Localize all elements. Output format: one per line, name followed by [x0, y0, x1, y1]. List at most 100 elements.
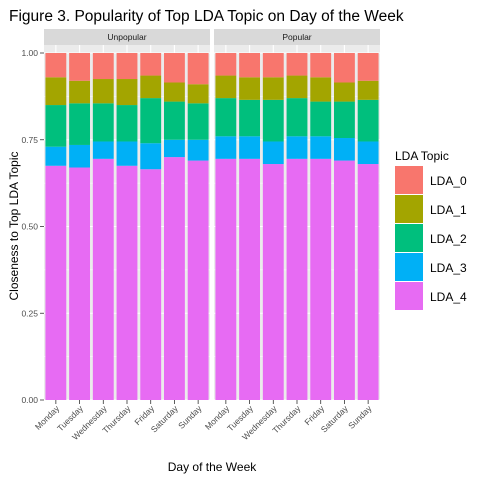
bar-segment-lda-2: [286, 98, 308, 137]
bar-segment-lda-1: [69, 80, 91, 104]
legend: LDA Topic LDA_0 LDA_1 LDA_2 LDA_3 LDA_4: [395, 149, 467, 310]
bar-segment-lda-4: [286, 158, 308, 400]
bar-segment-lda-1: [310, 77, 332, 102]
bar-segment-lda-0: [116, 53, 138, 80]
legend-swatch-lda-0: [395, 166, 423, 194]
bar-segment-lda-2: [69, 103, 91, 145]
x-tick-label: Saturday: [149, 403, 181, 435]
bar-segment-lda-3: [239, 136, 261, 159]
bar-segment-lda-1: [215, 75, 237, 99]
bar-segment-lda-3: [286, 136, 308, 159]
bar-segment-lda-0: [69, 53, 91, 81]
bar-segment-lda-2: [215, 98, 237, 137]
bar-segment-lda-0: [140, 53, 162, 76]
bar-segment-lda-4: [140, 169, 162, 400]
bar-segment-lda-2: [310, 101, 332, 137]
legend-title: LDA Topic: [395, 149, 449, 163]
bar-segment-lda-3: [92, 141, 114, 159]
bar-segment-lda-2: [45, 105, 67, 147]
bar-segment-lda-3: [187, 139, 209, 161]
bar-segment-lda-2: [357, 99, 379, 142]
bar-segment-lda-4: [92, 158, 114, 400]
y-tick-label: 0.50: [21, 222, 38, 232]
legend-swatch-lda-3: [395, 253, 423, 281]
bar-segment-lda-4: [116, 165, 138, 400]
bar-segment-lda-2: [116, 105, 138, 142]
legend-label: LDA_3: [430, 261, 467, 275]
bar-segment-lda-3: [140, 143, 162, 170]
bar-segment-lda-4: [163, 157, 185, 400]
bar-segment-lda-1: [140, 75, 162, 99]
bar-segment-lda-4: [187, 160, 209, 400]
bar-segment-lda-4: [45, 165, 67, 400]
bar-segment-lda-2: [239, 99, 261, 137]
bar-segment-lda-0: [215, 53, 237, 76]
bar-segment-lda-4: [310, 158, 332, 400]
bar-segment-lda-0: [310, 53, 332, 78]
bar-segment-lda-2: [92, 103, 114, 142]
bar-segment-lda-0: [333, 53, 355, 83]
bar-segment-lda-4: [215, 158, 237, 400]
legend-swatch-lda-4: [395, 282, 423, 310]
legend-label: LDA_2: [430, 232, 467, 246]
bar-segment-lda-3: [333, 138, 355, 161]
bar-segment-lda-0: [163, 53, 185, 83]
y-axis: 0.00 0.25 0.50 0.75 1.00: [21, 48, 44, 405]
bar-segment-lda-0: [45, 53, 67, 78]
bar-segment-lda-4: [239, 158, 261, 400]
y-tick-label: 0.00: [21, 395, 38, 405]
bar-segment-lda-4: [262, 164, 284, 400]
legend-swatch-lda-1: [395, 195, 423, 223]
x-axis-title: Day of the Week: [168, 460, 257, 474]
bar-segment-lda-0: [286, 53, 308, 76]
legend-label: LDA_1: [430, 203, 467, 217]
y-tick-label: 0.75: [21, 135, 38, 145]
bar-segment-lda-3: [45, 146, 67, 166]
bar-segment-lda-1: [92, 79, 114, 104]
bar-segment-lda-1: [116, 79, 138, 106]
bar-segment-lda-1: [357, 80, 379, 100]
bar-segment-lda-4: [357, 164, 379, 400]
bar-segment-lda-3: [357, 141, 379, 165]
bar-segment-lda-3: [116, 141, 138, 166]
bar-segment-lda-3: [262, 141, 284, 165]
bar-segment-lda-1: [333, 82, 355, 102]
facet-strip: [214, 29, 380, 45]
bar-segment-lda-0: [262, 53, 284, 78]
y-tick-label: 0.25: [21, 308, 38, 318]
bar-segment-lda-4: [333, 160, 355, 400]
bar-segment-lda-2: [140, 98, 162, 144]
bar-segment-lda-0: [357, 53, 379, 81]
bar-segment-lda-1: [239, 77, 261, 100]
bar-segment-lda-3: [215, 136, 237, 159]
legend-label: LDA_0: [430, 174, 467, 188]
bar-segment-lda-0: [239, 53, 261, 78]
y-axis-title: Closeness to Top LDA Topic: [7, 152, 21, 301]
facet-strip-label: Unpopular: [107, 32, 146, 42]
legend-label: LDA_4: [430, 290, 467, 304]
bar-segment-lda-1: [187, 84, 209, 104]
bar-segment-lda-4: [69, 167, 91, 400]
bar-segment-lda-0: [92, 53, 114, 80]
y-tick-label: 1.00: [21, 48, 38, 58]
chart-title: Figure 3. Popularity of Top LDA Topic on…: [9, 8, 404, 25]
x-tick-label: Saturday: [319, 403, 351, 435]
bar-segment-lda-2: [262, 99, 284, 142]
facet-strip-label: Popular: [282, 32, 311, 42]
bar-segment-lda-2: [333, 101, 355, 139]
facet-strip: [44, 29, 210, 45]
bar-segment-lda-1: [163, 82, 185, 102]
x-tick-label: Sunday: [346, 403, 374, 431]
bar-segment-lda-0: [187, 53, 209, 85]
bar-segment-lda-1: [45, 77, 67, 106]
bar-segment-lda-3: [69, 144, 91, 168]
bar-segment-lda-3: [163, 139, 185, 158]
bar-segment-lda-2: [187, 103, 209, 140]
bar-segment-lda-2: [163, 101, 185, 140]
bar-segment-lda-1: [262, 77, 284, 100]
x-tick-label: Sunday: [176, 403, 204, 431]
